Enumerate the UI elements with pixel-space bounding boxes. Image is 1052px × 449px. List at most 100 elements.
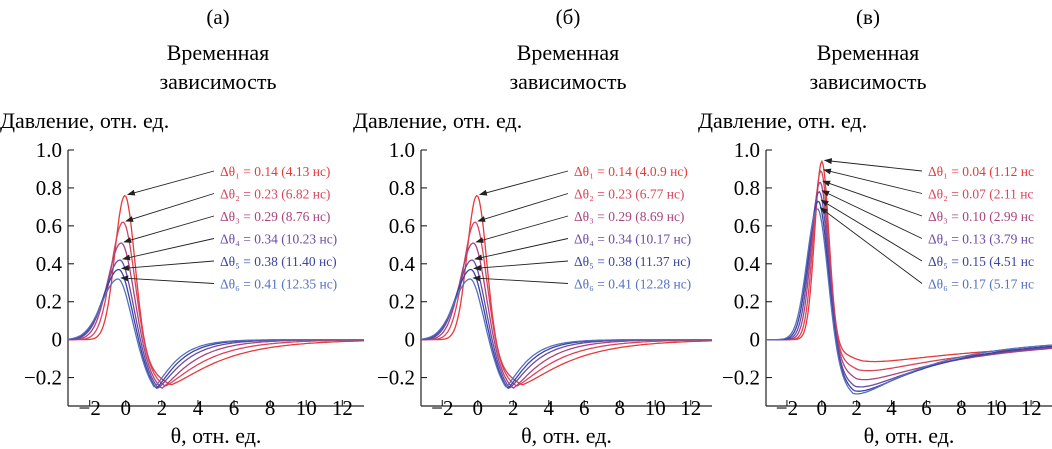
series-label-extra: (6.77 нс) xyxy=(632,187,685,202)
x-tick-label: 2 xyxy=(157,396,168,420)
series-label: Δθ₁ = 0.04 (1.12 нс xyxy=(928,164,1034,179)
y-tick-label: 0.8 xyxy=(36,176,62,200)
series-label: Δθ₆ = 0.41 (12.35 нс) xyxy=(220,277,337,292)
series-arrow xyxy=(820,199,923,262)
series-line-2 xyxy=(421,221,712,387)
x-tick-label: −2 xyxy=(431,396,453,420)
series-label-main: Δθ₆ = 0.41 xyxy=(220,277,278,292)
chart-title-line: Временная xyxy=(517,40,620,65)
series-label: Δθ₃ = 0.10 (2.99 нс xyxy=(928,209,1034,224)
series-label: Δθ₁ = 0.14 (4.0.9 нс) xyxy=(574,164,688,179)
series-label-extra: (2.99 нс xyxy=(986,209,1034,224)
series-label: Δθ₆ = 0.41 (12.28 нс) xyxy=(574,277,691,292)
series-label-extra: (1.12 нс xyxy=(986,164,1034,179)
y-tick-label: −0.2 xyxy=(722,366,760,390)
series-label-main: Δθ₄ = 0.34 xyxy=(220,232,278,247)
x-tick-label: 0 xyxy=(817,396,828,420)
x-tick-label: 4 xyxy=(544,396,555,420)
y-tick-label: 0.4 xyxy=(36,252,63,276)
chart-title: Временная зависимость xyxy=(509,40,626,94)
series-label: Δθ₆ = 0.17 (5.17 нс xyxy=(928,277,1034,292)
series-arrow xyxy=(473,260,569,271)
series-label-main: Δθ₃ = 0.10 xyxy=(928,209,986,224)
series-arrow xyxy=(819,207,923,284)
y-tick-label: 0 xyxy=(750,328,761,352)
y-tick-label: 0.4 xyxy=(734,252,761,276)
x-tick-label: 12 xyxy=(680,396,701,420)
series-line-2 xyxy=(68,221,364,387)
x-axis-label: θ, отн. ед. xyxy=(521,423,612,448)
series-line-1 xyxy=(68,194,364,386)
x-tick-label: 12 xyxy=(1021,396,1042,420)
series-label: Δθ₅ = 0.15 (4.51 нс xyxy=(928,254,1034,269)
x-tick-label: 10 xyxy=(986,396,1007,420)
series-arrow xyxy=(478,170,569,196)
chart-panel-2: (б) Временная зависимость Давление, отн. ед… xyxy=(353,5,712,448)
y-tick-label: −0.2 xyxy=(24,366,62,390)
x-tick-label: 4 xyxy=(886,396,897,420)
x-tick-label: 4 xyxy=(193,396,204,420)
series-label-main: Δθ₆ = 0.17 xyxy=(928,277,986,292)
series-arrow xyxy=(822,180,923,217)
series-arrow xyxy=(120,260,215,271)
panel-label: (б) xyxy=(556,5,581,29)
y-tick-label: 0.6 xyxy=(389,214,415,238)
series-label-main: Δθ₃ = 0.29 xyxy=(574,209,632,224)
series-arrow xyxy=(120,275,215,284)
series-label-main: Δθ₅ = 0.38 xyxy=(574,254,632,269)
series-label-main: Δθ₁ = 0.14 xyxy=(220,164,278,179)
series-group xyxy=(766,159,1052,395)
x-tick-label: 10 xyxy=(296,396,317,420)
series-label: Δθ₂ = 0.07 (2.11 нс xyxy=(928,187,1033,202)
y-tick-label: 0.2 xyxy=(734,290,760,314)
series-label: Δθ₅ = 0.38 (11.37 нс) xyxy=(574,254,691,269)
series-label-extra: (6.82 нс) xyxy=(278,187,331,202)
y-tick-label: 0.6 xyxy=(734,214,760,238)
series-label-extra: (4.0.9 нс) xyxy=(632,164,688,179)
series-line-6 xyxy=(766,208,1052,395)
x-tick-label: 8 xyxy=(265,396,276,420)
y-tick-label: 1.0 xyxy=(734,138,760,162)
chart-title-line: Временная xyxy=(167,40,270,65)
y-tick-label: 0.8 xyxy=(734,176,760,200)
series-label-main: Δθ₃ = 0.29 xyxy=(220,209,278,224)
series-label-main: Δθ₅ = 0.15 xyxy=(928,254,986,269)
x-tick-label: −2 xyxy=(78,396,100,420)
series-line-5 xyxy=(766,200,1052,392)
y-axis-label: Давление, отн. ед. xyxy=(353,108,522,133)
series-line-6 xyxy=(421,278,712,388)
chart-title-line: зависимость xyxy=(509,69,626,94)
series-label-extra: (10.17 нс) xyxy=(632,232,691,247)
chart-title: Временная зависимость xyxy=(159,40,276,94)
series-arrow xyxy=(474,238,569,261)
series-label-extra: (10.23 нс) xyxy=(278,232,337,247)
chart-panel-1: (а) Временная зависимость Давление, отн. ед… xyxy=(0,5,364,448)
y-tick-label: 0.2 xyxy=(36,290,62,314)
series-label-extra: (5.17 нс xyxy=(986,277,1034,292)
series-label: Δθ₅ = 0.38 (11.40 нс) xyxy=(220,254,337,269)
y-tick-label: 0 xyxy=(405,328,416,352)
series-arrow xyxy=(122,238,215,261)
x-tick-label: 6 xyxy=(579,396,590,420)
series-arrow xyxy=(125,193,215,222)
y-tick-label: 0.2 xyxy=(389,290,415,314)
y-axis-label: Давление, отн. ед. xyxy=(0,108,169,133)
series-label-extra: (3.79 нс xyxy=(986,232,1034,247)
series-label: Δθ₄ = 0.34 (10.23 нс) xyxy=(220,232,337,247)
series-label-main: Δθ₁ = 0.04 xyxy=(928,164,986,179)
x-tick-label: 10 xyxy=(645,396,666,420)
series-arrow xyxy=(821,190,923,239)
x-axis-label: θ, отн. ед. xyxy=(171,423,262,448)
y-axis-label: Давление, отн. ед. xyxy=(698,108,867,133)
chart-title-line: зависимость xyxy=(809,69,926,94)
series-label-extra: (4.51 нс xyxy=(986,254,1034,269)
chart-title: Временная зависимость xyxy=(809,40,926,94)
panel-label: (а) xyxy=(206,5,229,29)
y-tick-label: 0 xyxy=(52,328,63,352)
y-tick-label: 1.0 xyxy=(389,138,415,162)
x-tick-label: 2 xyxy=(851,396,862,420)
chart-title-line: Временная xyxy=(817,40,920,65)
series-label: Δθ₁ = 0.14 (4.13 нс) xyxy=(220,164,330,179)
series-label-main: Δθ₅ = 0.38 xyxy=(220,254,278,269)
